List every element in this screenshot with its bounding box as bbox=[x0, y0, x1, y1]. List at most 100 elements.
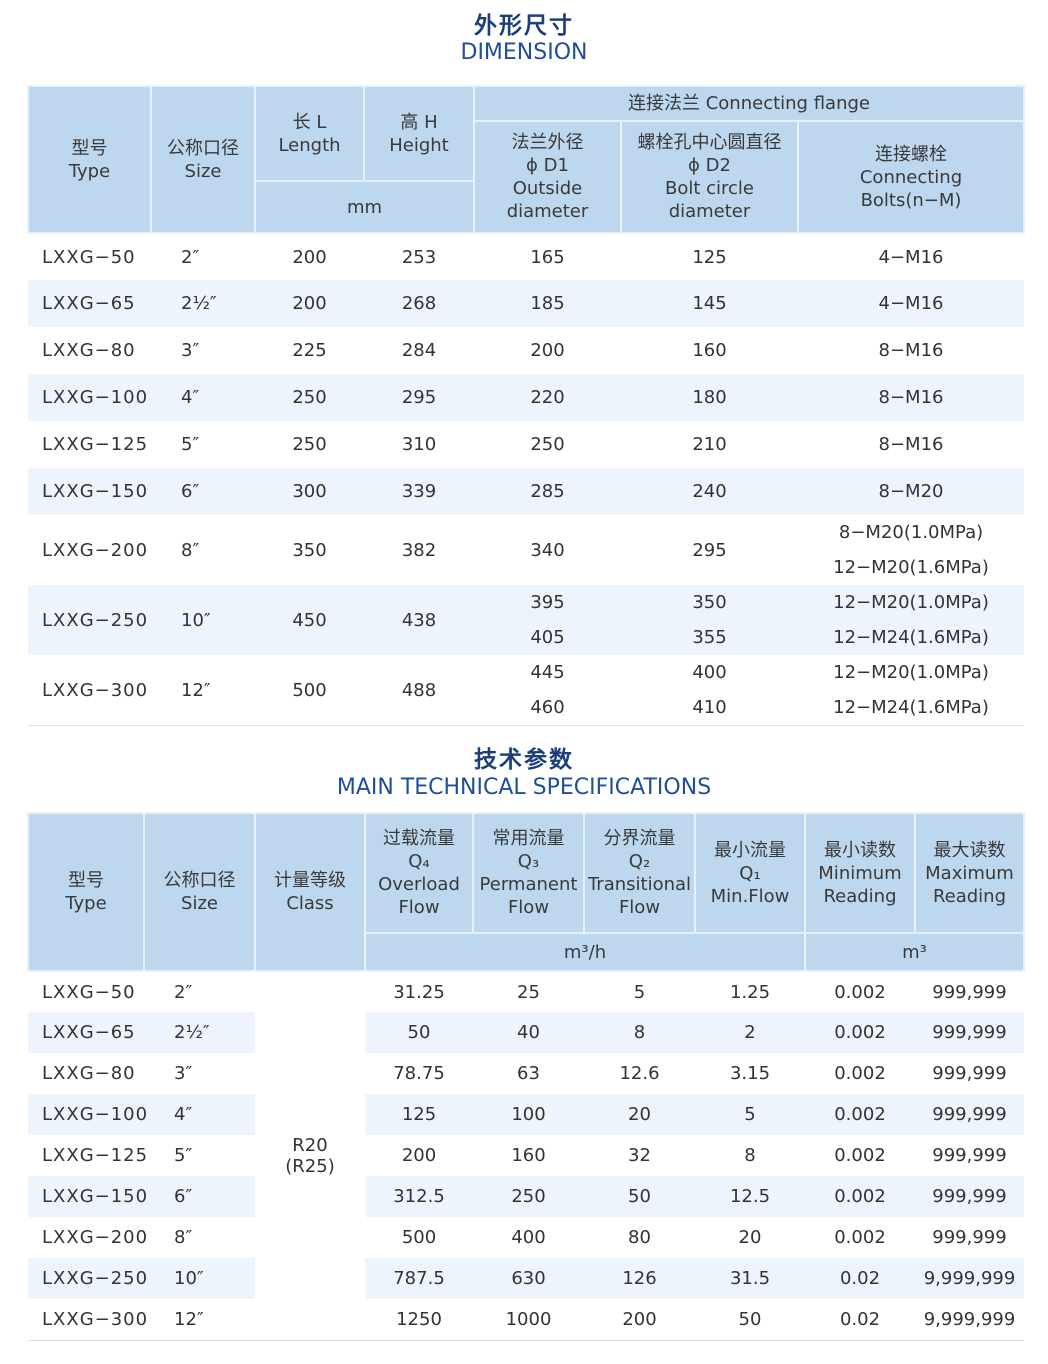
table-row: LXXG−150 6″ 300 339 285 240 8−M20 bbox=[28, 468, 1024, 515]
header-d2-line: 螺栓孔中心圆直径 bbox=[637, 132, 782, 153]
cell-d2: 180 bbox=[621, 374, 798, 421]
cell-q1: 12.5 bbox=[695, 1176, 805, 1217]
header-height-line: Height bbox=[389, 134, 449, 156]
specs-table: 型号 Type 公称口径 Size 计量等级 Class 过载流量 Q₄ Overload Fl… bbox=[27, 812, 1025, 1341]
cell-d1-line: 460 bbox=[530, 697, 565, 718]
table-row: LXXG−300 12″ 1250 1000 200 50 0.02 9,999,999 bbox=[28, 1299, 1024, 1340]
header-max: 最大读数 Maximum Reading bbox=[914, 812, 1025, 934]
cell-d2-line: 145 bbox=[692, 293, 727, 314]
cell-d1-line: 185 bbox=[530, 293, 565, 314]
dimension-title-cn: 外形尺寸 bbox=[474, 13, 574, 39]
cell-length: 300 bbox=[255, 468, 364, 515]
cell-length: 450 bbox=[255, 585, 364, 655]
header-q4: 过载流量 Q₄ Overload Flow bbox=[364, 812, 474, 934]
cell-min: 0.002 bbox=[834, 1227, 886, 1248]
header-min: 最小读数 Minimum Reading bbox=[804, 812, 916, 934]
cell-height: 339 bbox=[364, 468, 474, 515]
cell-q3: 160 bbox=[511, 1145, 546, 1166]
header-type-line: 型号 bbox=[71, 137, 108, 159]
cell-d2: 400 410 bbox=[621, 655, 798, 726]
cell-height: 268 bbox=[364, 280, 474, 327]
cell-q4: 31.25 bbox=[393, 981, 445, 1003]
cell-class: R20 (R25) bbox=[255, 971, 365, 1340]
cell-bolts: 12−M20(1.0MPa) 12−M24(1.6MPa) bbox=[798, 585, 1024, 655]
cell-q1: 3.15 bbox=[729, 1063, 771, 1084]
header-height-line: 高 H bbox=[400, 111, 438, 133]
cell-q3: 100 bbox=[473, 1094, 584, 1135]
cell-d2-line: 125 bbox=[692, 246, 727, 268]
cell-q1: 8 bbox=[744, 1145, 756, 1166]
cell-size: 2″ bbox=[174, 981, 193, 1003]
header-type-line: 型号 bbox=[68, 870, 104, 891]
cell-q3: 630 bbox=[473, 1258, 584, 1299]
header-d2-line: ϕ D2 bbox=[688, 155, 731, 176]
header-q3-line: Permanent bbox=[479, 874, 578, 895]
header-min-line: 最小读数 bbox=[824, 839, 896, 861]
cell-bolts-line: 8−M16 bbox=[878, 387, 944, 408]
cell-length: 225 bbox=[292, 340, 327, 361]
cell-class-line: (R25) bbox=[285, 1155, 335, 1177]
cell-height: 438 bbox=[364, 585, 474, 655]
cell-height: 295 bbox=[364, 374, 474, 421]
header-bolts-line: 连接螺栓 bbox=[875, 143, 947, 165]
table-row: LXXG−125 5″ 200 160 32 8 0.002 999,999 bbox=[28, 1135, 1024, 1176]
header-d1-line: diameter bbox=[506, 201, 589, 222]
header-class-line: Class bbox=[286, 893, 334, 914]
cell-size: 8″ bbox=[181, 539, 200, 561]
cell-d1-line: 395 bbox=[530, 592, 565, 613]
cell-d2: 210 bbox=[621, 421, 798, 468]
cell-q4: 50 bbox=[365, 1012, 473, 1053]
cell-height: 284 bbox=[401, 340, 437, 361]
cell-d2: 160 bbox=[621, 327, 798, 374]
header-d1: 法兰外径 ϕ D1 Outside diameter bbox=[473, 120, 622, 234]
cell-q4: 78.75 bbox=[393, 1063, 445, 1084]
cell-d2-line: 410 bbox=[692, 697, 727, 718]
table-row: LXXG−200 8″ 350 382 340 295 8−M20(1.0MPa) 12−M2… bbox=[28, 515, 1024, 585]
cell-type: LXXG−65 bbox=[28, 280, 151, 327]
header-q3-line: Q₃ bbox=[517, 851, 540, 872]
header-height: 高 H Height bbox=[363, 85, 475, 182]
cell-type: LXXG−250 bbox=[28, 585, 151, 655]
header-bolts-line: Connecting bbox=[859, 166, 963, 188]
header-d1-line: ϕ D1 bbox=[526, 155, 569, 176]
cell-q4: 200 bbox=[401, 1145, 437, 1166]
cell-type: LXXG−200 bbox=[42, 539, 149, 561]
cell-d1: 165 bbox=[474, 233, 621, 280]
cell-d2-line: 355 bbox=[692, 627, 727, 648]
cell-size: 3″ bbox=[181, 340, 200, 361]
cell-d2: 125 bbox=[621, 233, 798, 280]
cell-d1-line: 220 bbox=[530, 387, 565, 408]
cell-height: 488 bbox=[401, 679, 437, 701]
cell-bolts-line: 8−M20 bbox=[878, 481, 944, 502]
cell-d1: 250 bbox=[474, 421, 621, 468]
cell-size: 2½″ bbox=[144, 1012, 255, 1053]
table-row: LXXG−65 2½″ 200 268 185 145 4−M16 bbox=[28, 280, 1024, 327]
header-length: 长 L Length bbox=[254, 85, 365, 182]
cell-d1-line: 200 bbox=[530, 340, 565, 361]
cell-d2: 350 355 bbox=[621, 585, 798, 655]
cell-q3: 400 bbox=[511, 1227, 546, 1248]
header-q2-line: 分界流量 bbox=[603, 828, 676, 849]
table-row: LXXG−50 2″ R20 (R25) 31.25 25 5 1.25 0.002 999,99… bbox=[28, 971, 1024, 1340]
cell-size: 4″ bbox=[144, 1094, 255, 1135]
cell-type: LXXG−125 bbox=[42, 434, 149, 455]
cell-height: 382 bbox=[401, 539, 437, 561]
cell-bolts: 8−M20 bbox=[798, 468, 1024, 515]
cell-type: LXXG−80 bbox=[42, 340, 136, 361]
header-d1-line: Outside bbox=[512, 178, 583, 199]
cell-max: 999,999 bbox=[932, 981, 1007, 1003]
cell-bolts-line: 8−M20(1.0MPa) bbox=[838, 522, 984, 543]
cell-size: 8″ bbox=[174, 1227, 193, 1248]
cell-length: 200 bbox=[255, 280, 364, 327]
cell-type: LXXG−65 bbox=[28, 1012, 144, 1053]
cell-size: 2½″ bbox=[151, 280, 255, 327]
cell-q2: 80 bbox=[628, 1227, 651, 1248]
header-size: 公称口径 Size bbox=[143, 812, 256, 972]
specs-title-cn: 技术参数 bbox=[474, 747, 574, 773]
header-q3: 常用流量 Q₃ Permanent Flow bbox=[472, 812, 585, 934]
header-q2-line: Q₂ bbox=[628, 851, 651, 872]
cell-d2-line: 160 bbox=[692, 340, 727, 361]
cell-type: LXXG−300 bbox=[42, 1308, 149, 1330]
header-connecting-flange: 连接法兰 Connecting flange bbox=[473, 85, 1025, 122]
header-type-line: Type bbox=[65, 893, 107, 914]
